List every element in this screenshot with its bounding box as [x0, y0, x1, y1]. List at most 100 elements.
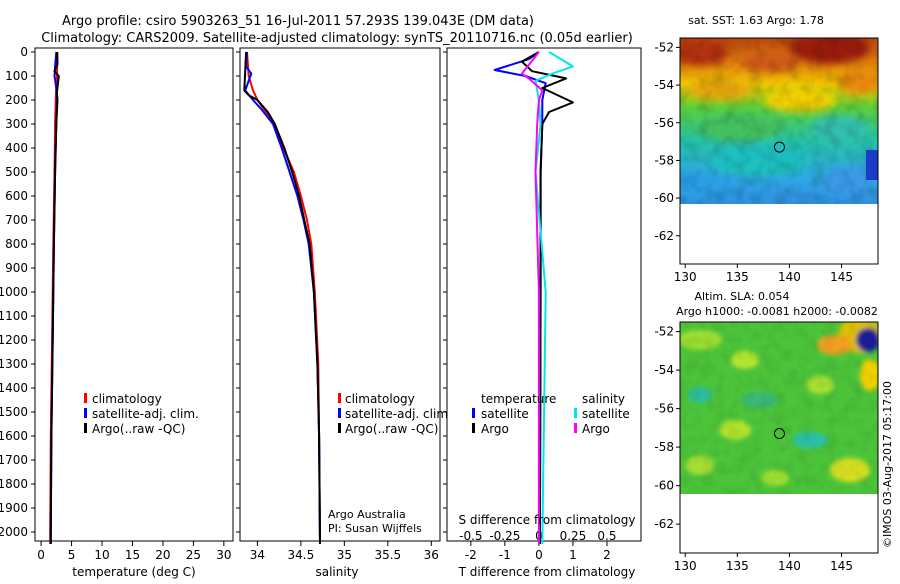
legend-label-climatology: climatology — [92, 392, 162, 406]
x-tick-label: 0 — [37, 548, 45, 562]
difference-panel: -2 -1 0 1 2 -0.5 -0.25 0 0.25 0.5 S difference f… — [446, 47, 642, 579]
x-tick-label: 10 — [94, 548, 109, 562]
difference-legend-temperature: temperature satellite Argo — [472, 392, 556, 436]
map-y-tick-label: -52 — [654, 40, 674, 54]
temperature-legend: climatology satellite-adj. clim. Argo(..… — [84, 392, 199, 436]
x-tick-label: 15 — [125, 548, 140, 562]
legend-label-argo: Argo(..raw -QC) — [345, 422, 438, 436]
x-tick-label: 34.5 — [288, 548, 315, 562]
sla-map-axis-ticks: 130 135 140 145 -52 -54 -56 -58 -60 -62 — [654, 325, 853, 573]
map-y-tick-label: -60 — [654, 191, 674, 205]
figure-title-line2: Climatology: CARS2009. Satellite-adjuste… — [41, 31, 633, 46]
map-x-tick-label: 140 — [778, 559, 801, 573]
s-difference-tick-label: -0.25 — [489, 529, 520, 543]
x-tick-label: 35.5 — [374, 548, 401, 562]
sla-map-frame — [679, 321, 879, 554]
salinity-difference-axis-label: S difference from climatology — [459, 513, 636, 527]
depth-tick-label: 1800 — [0, 477, 28, 491]
map-y-tick-label: -58 — [654, 153, 674, 167]
legend-swatch-climatology — [338, 393, 341, 403]
depth-tick-label: 1500 — [0, 405, 28, 419]
principal-investigator-text: PI: Susan Wijffels — [328, 522, 422, 535]
depth-tick-label: 1200 — [0, 333, 28, 347]
x-tick-label: -2 — [465, 548, 477, 562]
sst-map-title: sat. SST: 1.63 Argo: 1.78 — [688, 14, 824, 27]
temperature-difference-axis-label: T difference from climatology — [458, 565, 636, 579]
temperature-plot-frame — [34, 47, 234, 542]
legend-label-t-argo: Argo — [481, 422, 509, 436]
depth-tick-label: 1700 — [0, 453, 28, 467]
depth-tick-label: 300 — [5, 117, 28, 131]
legend-swatch-argo — [338, 423, 341, 433]
legend-swatch-climatology — [84, 393, 87, 403]
legend-label-argo: Argo(..raw -QC) — [92, 422, 185, 436]
map-y-tick-label: -54 — [654, 78, 674, 92]
depth-tick-label: 100 — [5, 69, 28, 83]
sla-map-subtitle: Argo h1000: -0.0081 h2000: -0.0082 — [676, 305, 878, 318]
legend-label-s-satellite: satellite — [582, 407, 630, 421]
salinity-plot-frame — [239, 47, 441, 542]
argo-location-marker — [773, 428, 785, 440]
map-y-tick-label: -56 — [654, 402, 674, 416]
legend-swatch-t-argo — [472, 423, 475, 433]
map-x-tick-label: 130 — [674, 559, 697, 573]
depth-tick-label: 700 — [5, 213, 28, 227]
legend-swatch-satellite — [338, 408, 341, 418]
series-line-argo-raw-qc — [243, 51, 321, 545]
map-x-tick-label: 130 — [674, 270, 697, 284]
legend-swatch-s-argo — [574, 423, 577, 433]
map-y-tick-label: -52 — [654, 325, 674, 339]
legend-swatch-t-satellite — [472, 408, 475, 418]
map-y-tick-label: -56 — [654, 116, 674, 130]
legend-label-satellite: satellite-adj. clim. — [345, 407, 452, 421]
salinity-panel: 34 34.5 35 35.5 36 salinity climatology sate… — [239, 47, 452, 579]
salinity-axis-ticks: 34 34.5 35 35.5 36 — [250, 541, 439, 562]
depth-tick-label: 1900 — [0, 501, 28, 515]
salinity-series — [243, 51, 321, 545]
legend-heading-temperature: temperature — [481, 392, 556, 406]
temperature-panel: 0100200300400500600700800900100011001200… — [0, 45, 447, 579]
float-program-text: Argo Australia — [328, 508, 406, 521]
sla-heatmap — [680, 322, 878, 494]
x-tick-label: 0 — [535, 548, 543, 562]
legend-label-climatology: climatology — [345, 392, 415, 406]
depth-tick-label: 600 — [5, 189, 28, 203]
difference-legend-salinity: salinity satellite Argo — [574, 392, 630, 436]
salinity-axis-label: salinity — [315, 565, 358, 579]
figure-title-line1: Argo profile: csiro 5903263_51 16-Jul-20… — [62, 14, 534, 29]
depth-tick-label: 1400 — [0, 381, 28, 395]
depth-tick-label: 400 — [5, 141, 28, 155]
depth-tick-label: 0 — [20, 45, 28, 59]
x-tick-label: 20 — [155, 548, 170, 562]
x-tick-label: -1 — [499, 548, 511, 562]
depth-tick-label: 200 — [5, 93, 28, 107]
x-tick-label: 30 — [216, 548, 231, 562]
x-tick-label: 35 — [337, 548, 352, 562]
salinity-legend: climatology satellite-adj. clim. Argo(..… — [338, 392, 452, 436]
depth-tick-label: 1000 — [0, 285, 28, 299]
series-line-argo-raw-qc — [49, 51, 60, 544]
depth-tick-label: 2000 — [0, 525, 28, 539]
depth-tick-label: 800 — [5, 237, 28, 251]
sla-map-title: Altim. SLA: 0.054 — [694, 290, 789, 303]
s-difference-tick-label: 0.5 — [597, 529, 616, 543]
x-tick-label: 2 — [603, 548, 611, 562]
sla-map-panel: Altim. SLA: 0.054 Argo h1000: -0.0081 h2… — [654, 290, 879, 573]
map-x-tick-label: 140 — [778, 270, 801, 284]
depth-tick-label: 500 — [5, 165, 28, 179]
x-tick-label: 25 — [186, 548, 201, 562]
temperature-axis-label: temperature (deg C) — [72, 565, 195, 579]
sst-map-axis-ticks: 130 135 140 145 -52 -54 -56 -58 -60 -62 — [654, 40, 853, 284]
argo-location-marker — [773, 141, 785, 153]
map-x-tick-label: 135 — [726, 270, 749, 284]
legend-swatch-s-satellite — [574, 408, 577, 418]
x-tick-label: 1 — [569, 548, 577, 562]
temperature-difference-axis-ticks: -2 -1 0 1 2 — [465, 541, 611, 562]
map-y-tick-label: -54 — [654, 363, 674, 377]
map-y-tick-label: -62 — [654, 517, 674, 531]
legend-swatch-argo — [84, 423, 87, 433]
sst-heatmap — [680, 38, 878, 204]
legend-swatch-satellite — [84, 408, 87, 418]
s-difference-tick-label: -0.5 — [459, 529, 482, 543]
temperature-series — [49, 51, 60, 544]
